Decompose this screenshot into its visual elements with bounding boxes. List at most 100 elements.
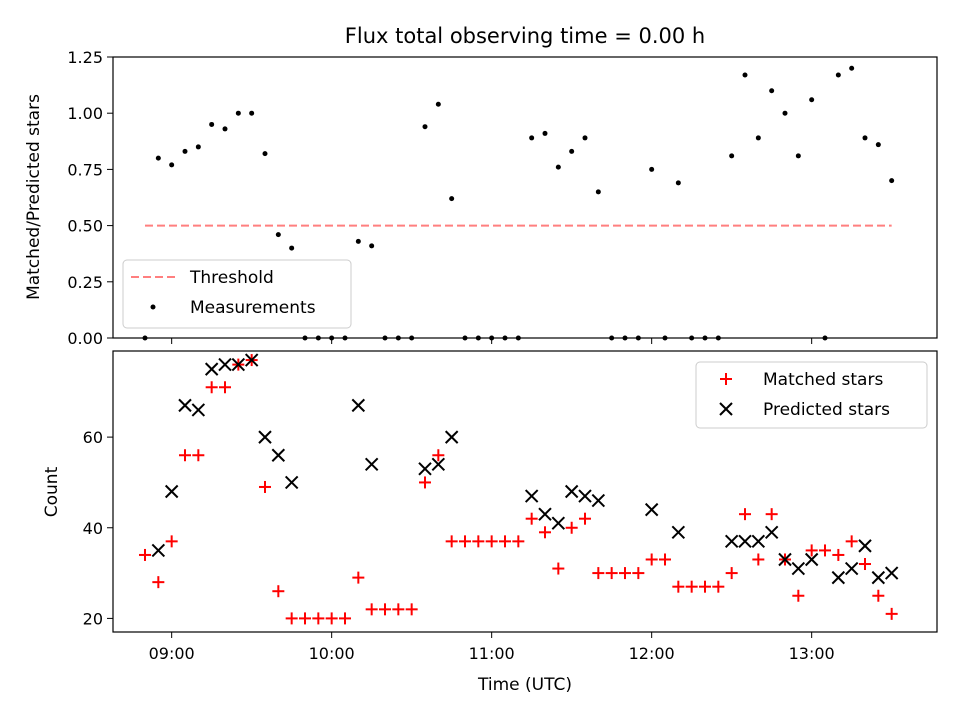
predicted-star-point	[884, 566, 899, 580]
predicted-star-point	[271, 448, 286, 462]
y-tick-label: 0.50	[67, 217, 103, 236]
predicted-star-point	[351, 398, 366, 413]
predicted-star-point	[231, 357, 246, 372]
matched-star-point	[832, 548, 845, 561]
top-legend-box	[122, 259, 352, 329]
matched-star-point	[792, 589, 805, 602]
measurement-point	[155, 155, 161, 161]
predicted-star-point	[791, 561, 806, 576]
matched-star-point	[312, 612, 325, 625]
series-predicted-stars	[151, 353, 899, 585]
bottom-y-axis-label: Count	[42, 466, 62, 517]
matched-star-point	[139, 548, 151, 561]
predicted-star-point	[364, 457, 379, 472]
y-tick-label: 0.75	[67, 160, 103, 179]
x-tick-label: 12:00	[629, 644, 675, 663]
measurement-point	[862, 135, 868, 141]
measurement-point	[675, 180, 681, 186]
predicted-star-point	[524, 489, 539, 503]
measurement-point	[275, 232, 281, 238]
matched-star-point	[739, 508, 751, 521]
bottom-legend-box	[695, 361, 928, 429]
top-y-axis-label: Matched/Predicted stars	[24, 94, 44, 300]
measurement-point	[795, 153, 801, 159]
measurement-point	[195, 144, 201, 150]
measurement-point	[742, 72, 748, 78]
measurement-point	[262, 151, 268, 157]
matched-star-point	[205, 381, 218, 394]
matched-star-point	[765, 508, 778, 521]
matched-star-point	[632, 567, 645, 580]
matched-star-point	[539, 526, 551, 539]
predicted-star-point	[178, 398, 192, 413]
x-tick-label: 13:00	[789, 644, 835, 663]
predicted-star-point	[164, 484, 179, 499]
measurement-point	[422, 124, 428, 130]
matched-star-point	[712, 580, 725, 593]
predicted-star-point	[644, 502, 659, 517]
legend-predicted-swatch	[719, 402, 733, 416]
measurement-point	[889, 178, 895, 184]
bottom-x-axis: 09:00 10:00 11:00 12:00 13:00	[149, 632, 835, 663]
predicted-star-point	[564, 484, 579, 499]
matched-star-point	[619, 567, 631, 580]
matched-star-point	[259, 480, 271, 493]
matched-star-point	[299, 612, 311, 625]
matched-star-point	[845, 535, 858, 548]
legend-matched-swatch	[720, 373, 732, 385]
predicted-star-point	[538, 507, 552, 521]
matched-star-point	[552, 562, 565, 575]
matched-star-point	[445, 535, 458, 548]
top-legend: Threshold Measurements	[122, 259, 352, 329]
star-count-panel: Count Time (UTC) 20 40 60 09:00 10:00 11:00 1…	[42, 350, 938, 695]
measurement-point	[782, 110, 788, 116]
matched-star-point	[672, 580, 685, 593]
x-tick-label: 09:00	[149, 644, 195, 663]
measurement-point	[595, 189, 601, 195]
measurement-point	[449, 196, 455, 202]
legend-measurements-label: Measurements	[190, 298, 316, 318]
measurement-point	[182, 148, 188, 154]
predicted-star-point	[764, 525, 779, 539]
measurement-point	[755, 135, 761, 141]
measurement-point	[649, 166, 655, 172]
matched-star-point	[485, 535, 498, 548]
measurement-point	[542, 130, 548, 136]
measurement-point	[169, 162, 175, 168]
predicted-star-point	[591, 493, 606, 508]
measurement-point	[355, 238, 361, 244]
predicted-star-point	[444, 430, 459, 444]
matched-star-point	[192, 449, 205, 462]
matched-star-point	[752, 553, 765, 566]
top-y-axis: 0.00 0.25 0.50 0.75 1.00 1.25	[67, 48, 113, 348]
matched-star-point	[819, 544, 831, 557]
matched-star-point	[405, 603, 418, 616]
predicted-star-point	[431, 457, 446, 472]
top-axes-frame	[112, 56, 938, 339]
series-matched-stars	[139, 354, 898, 625]
predicted-star-point	[804, 552, 819, 567]
measurement-point	[769, 88, 775, 94]
matched-star-point	[805, 544, 818, 557]
predicted-star-point	[244, 353, 259, 367]
matched-star-point	[419, 476, 431, 489]
measurement-point	[569, 148, 575, 154]
matched-star-point	[579, 512, 591, 525]
matched-star-point	[565, 521, 578, 534]
measurement-point	[369, 243, 375, 249]
measurement-point	[729, 153, 735, 159]
predicted-star-point	[284, 475, 299, 490]
measurement-point	[235, 110, 241, 116]
legend-threshold-label: Threshold	[189, 268, 274, 288]
predicted-star-point	[204, 362, 219, 376]
x-tick-label: 10:00	[309, 644, 355, 663]
legend-predicted-label: Predicted stars	[763, 400, 890, 420]
measurement-point	[582, 135, 588, 141]
matched-star-point	[152, 576, 165, 589]
bottom-y-axis: 20 40 60	[83, 428, 113, 628]
y-tick-label: 0.00	[67, 329, 103, 348]
matched-star-point	[352, 571, 365, 584]
legend-matched-label: Matched stars	[763, 370, 883, 390]
